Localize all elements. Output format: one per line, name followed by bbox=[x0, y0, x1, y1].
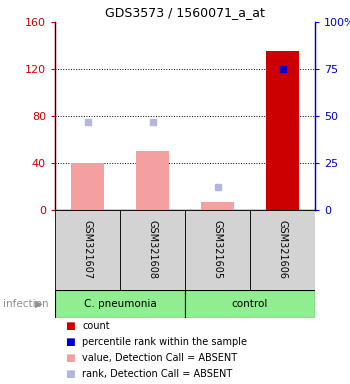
Bar bbox=[250, 210, 315, 290]
Bar bbox=[185, 290, 315, 318]
Text: GSM321608: GSM321608 bbox=[147, 220, 158, 280]
Text: ■: ■ bbox=[65, 353, 75, 363]
Text: GSM321607: GSM321607 bbox=[83, 220, 92, 280]
Text: ■: ■ bbox=[65, 337, 75, 347]
Bar bbox=[266, 51, 299, 210]
Text: percentile rank within the sample: percentile rank within the sample bbox=[82, 337, 247, 347]
Text: control: control bbox=[232, 299, 268, 309]
Bar bbox=[55, 290, 185, 318]
Text: ▶: ▶ bbox=[35, 299, 42, 309]
Bar bbox=[136, 151, 169, 210]
Bar bbox=[185, 210, 250, 290]
Bar bbox=[201, 202, 234, 210]
Text: GSM321606: GSM321606 bbox=[278, 220, 287, 280]
Text: rank, Detection Call = ABSENT: rank, Detection Call = ABSENT bbox=[82, 369, 232, 379]
Text: infection: infection bbox=[4, 299, 49, 309]
Text: ■: ■ bbox=[65, 369, 75, 379]
Text: value, Detection Call = ABSENT: value, Detection Call = ABSENT bbox=[82, 353, 237, 363]
Bar bbox=[120, 210, 185, 290]
Title: GDS3573 / 1560071_a_at: GDS3573 / 1560071_a_at bbox=[105, 7, 265, 20]
Text: C. pneumonia: C. pneumonia bbox=[84, 299, 156, 309]
Bar bbox=[55, 210, 120, 290]
Bar bbox=[71, 163, 104, 210]
Text: ■: ■ bbox=[65, 321, 75, 331]
Text: count: count bbox=[82, 321, 110, 331]
Text: GSM321605: GSM321605 bbox=[212, 220, 223, 280]
